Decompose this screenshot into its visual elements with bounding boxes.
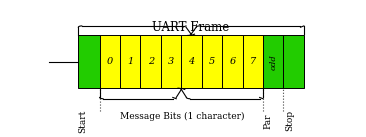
Bar xyxy=(161,35,181,88)
Text: odd: odd xyxy=(269,54,277,70)
Text: Start: Start xyxy=(78,109,87,133)
Text: 3: 3 xyxy=(168,57,174,66)
Text: 1: 1 xyxy=(127,57,133,66)
Bar xyxy=(202,35,222,88)
Bar xyxy=(222,35,243,88)
Bar xyxy=(120,35,141,88)
Text: 6: 6 xyxy=(229,57,235,66)
Text: Stop: Stop xyxy=(285,110,294,131)
Text: UART Frame: UART Frame xyxy=(153,21,230,34)
Text: 0: 0 xyxy=(107,57,113,66)
Bar xyxy=(283,35,304,88)
Bar xyxy=(263,35,283,88)
Bar xyxy=(181,35,202,88)
Text: 7: 7 xyxy=(250,57,256,66)
Text: 4: 4 xyxy=(188,57,195,66)
Bar xyxy=(78,35,100,88)
Bar xyxy=(141,35,161,88)
Text: Message Bits (1 character): Message Bits (1 character) xyxy=(120,112,244,121)
Text: 5: 5 xyxy=(209,57,215,66)
Bar xyxy=(243,35,263,88)
Text: 2: 2 xyxy=(147,57,154,66)
Bar xyxy=(100,35,120,88)
Text: Par: Par xyxy=(264,113,273,129)
